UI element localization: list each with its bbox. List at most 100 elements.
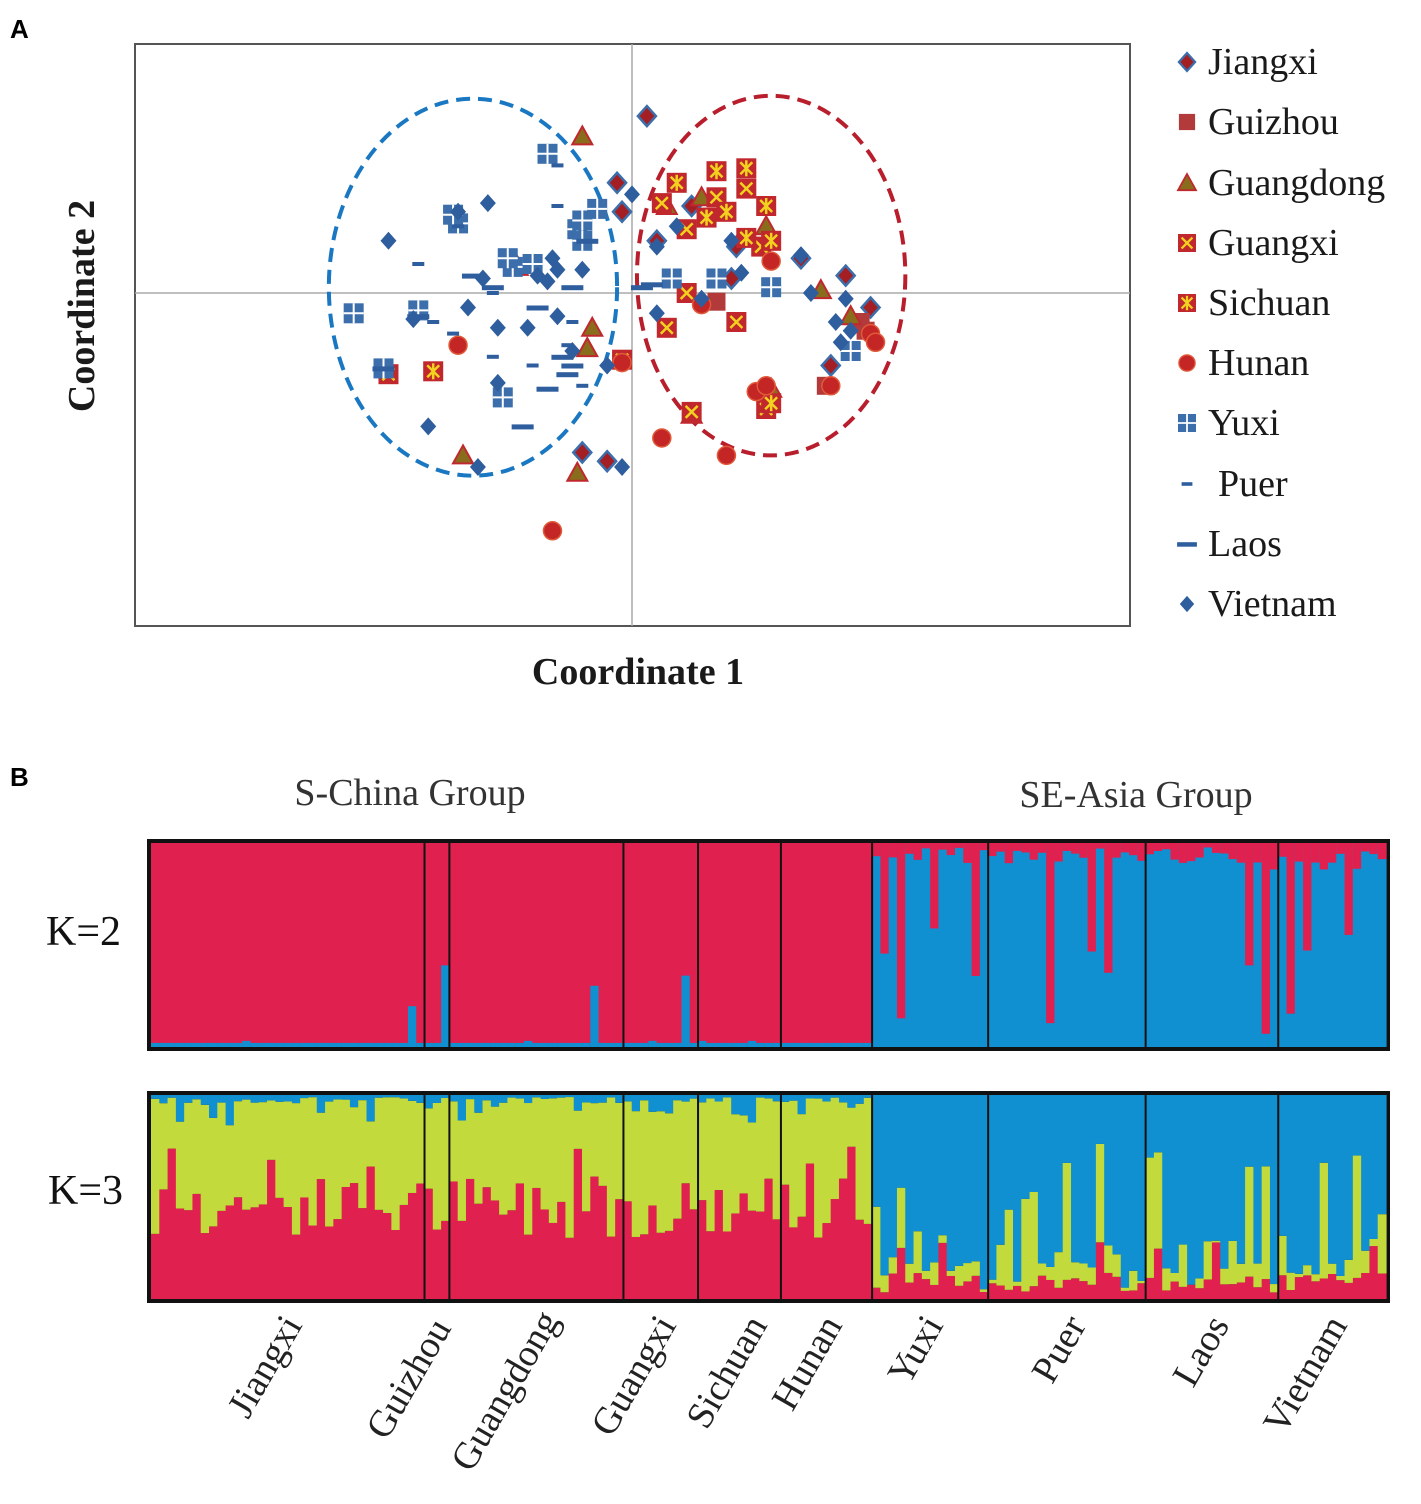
point-vietnam-32 (668, 217, 685, 236)
k2-plot-individual-124 (1178, 843, 1188, 1047)
k3-plot-individual-147 (1369, 1095, 1379, 1299)
point-vietnam-26 (837, 289, 854, 308)
point-vietnam-1 (479, 194, 496, 213)
k2-plot-individual-131 (1236, 843, 1246, 1047)
point-puer-5 (551, 163, 564, 168)
k3-plot-individual-146 (1361, 1095, 1371, 1299)
k3-plot-individual-92 (913, 1095, 923, 1299)
k3-plot-individual-60 (648, 1095, 658, 1299)
k3-plot-individual-109 (1054, 1095, 1064, 1299)
point-vietnam-17 (549, 307, 566, 326)
point-hunan-11 (612, 352, 632, 373)
k2-plot-individual-57 (623, 843, 633, 1047)
k3-plot-individual-118 (1129, 1095, 1138, 1299)
panel-a-letter: A (10, 14, 29, 44)
k2-plot-individual-117 (1120, 843, 1130, 1047)
k3-plot-individual-132 (1245, 1095, 1254, 1299)
group-label-s-china: S-China Group (294, 772, 525, 814)
k3-plot-individual-94 (930, 1095, 940, 1299)
k2-plot-individual-105 (1021, 843, 1031, 1047)
legend-marker-jiangxi (1177, 51, 1197, 73)
k2-plot-individual-112 (1079, 843, 1089, 1047)
point-sichuan-9 (736, 227, 757, 248)
point-yuxi-0 (343, 303, 364, 324)
k3-plot-individual-59 (640, 1095, 649, 1299)
point-vietnam-3 (405, 310, 422, 329)
k3-plot-individual-36 (449, 1095, 459, 1299)
k2-plot-individual-143 (1336, 843, 1346, 1047)
k2-plot-individual-41 (490, 843, 500, 1047)
point-hunan-7 (652, 428, 672, 448)
k3-plot-individual-83 (838, 1095, 848, 1299)
k2-plot-individual-25 (358, 843, 368, 1047)
point-yuxi-14 (706, 268, 727, 289)
legend-label-sichuan: Sichuan (1208, 282, 1330, 324)
k3-plot-individual-67 (706, 1095, 716, 1299)
point-laos-12 (536, 386, 559, 392)
point-vietnam-20 (624, 185, 640, 204)
k3-plot-individual-75 (772, 1095, 782, 1299)
k3-plot-individual-141 (1319, 1095, 1329, 1299)
point-yuxi-4 (537, 143, 558, 164)
k2-plot-individual-133 (1253, 843, 1263, 1047)
cluster-ellipse-se-asia (326, 96, 620, 478)
k3-plot-individual-43 (507, 1095, 517, 1299)
k2-plot-individual-144 (1344, 843, 1354, 1047)
k3-plot-individual-11 (242, 1095, 252, 1299)
legend-label-hunan: Hunan (1208, 342, 1309, 384)
point-yuxi-12 (492, 387, 513, 408)
population-labels: Jiangxi Guizhou Guangdong Guangxi Sichua… (220, 1304, 1356, 1479)
k2-plot-individual-16 (283, 843, 293, 1047)
k3-plot-individual-87 (872, 1095, 881, 1299)
k3-plot-individual-100 (979, 1095, 989, 1299)
k2-plot-individual-46 (532, 843, 542, 1047)
k2-plot-individual-136 (1278, 843, 1288, 1047)
k3-plot-individual-8 (217, 1095, 227, 1299)
point-yuxi-8 (587, 198, 608, 219)
k2-plot-individual-121 (1153, 843, 1163, 1047)
k2-plot-individual-86 (863, 843, 873, 1047)
k2-plot-individual-125 (1187, 843, 1196, 1047)
point-vietnam-12 (574, 260, 591, 279)
k3-plot-individual-9 (225, 1095, 235, 1299)
k3-plot-individual-15 (275, 1095, 285, 1299)
k3-plot-individual-97 (954, 1095, 964, 1299)
k3-plot-individual-31 (407, 1095, 417, 1299)
k3-plot-individual-142 (1327, 1095, 1337, 1299)
k3-plot-individual-65 (689, 1095, 699, 1299)
k2-plot-individual-83 (838, 843, 848, 1047)
point-guangdong-6 (580, 315, 604, 337)
k3-plot-individual-114 (1095, 1095, 1105, 1299)
point-sichuan-8 (761, 393, 782, 414)
k2-plot-individual-118 (1129, 843, 1138, 1047)
legend-label-yuxi: Yuxi (1208, 402, 1280, 444)
point-vietnam-30 (802, 284, 819, 302)
k2-plot-individual-40 (482, 843, 492, 1047)
k3-plot-individual-33 (424, 1095, 434, 1299)
k2-plot-individual-34 (432, 843, 442, 1047)
k2-plot-individual-56 (615, 843, 625, 1047)
legend-marker-guangdong (1176, 172, 1198, 192)
k3-plot-individual-57 (623, 1095, 633, 1299)
k3-plot-individual-25 (358, 1095, 368, 1299)
legend-label-laos: Laos (1208, 523, 1282, 565)
legend-label-guangxi: Guangxi (1208, 222, 1339, 264)
k2-plot-individual-14 (267, 843, 276, 1047)
point-yuxi-13 (661, 268, 682, 289)
k2-plot-individual-76 (780, 843, 790, 1047)
k2-plot-individual-107 (1037, 843, 1047, 1047)
k3-plot-individual-93 (921, 1095, 931, 1299)
k2-plot-individual-127 (1203, 843, 1213, 1047)
k2-plot-individual-111 (1071, 843, 1080, 1047)
k3-plot-individual-6 (200, 1095, 210, 1299)
scatter-legend: Jiangxi Guizhou Guangdong Guangxi Sichua… (1176, 41, 1385, 625)
k3-plot-individual-135 (1269, 1095, 1279, 1299)
k2-plot-individual-69 (722, 843, 732, 1047)
k2-plot-individual-22 (333, 843, 343, 1047)
point-vietnam-2 (450, 202, 467, 221)
k2-plot-individual-35 (441, 843, 450, 1047)
k2-plot-individual-10 (233, 843, 243, 1047)
k3-plot-individual-136 (1278, 1095, 1288, 1299)
k2-plot-individual-92 (913, 843, 923, 1047)
